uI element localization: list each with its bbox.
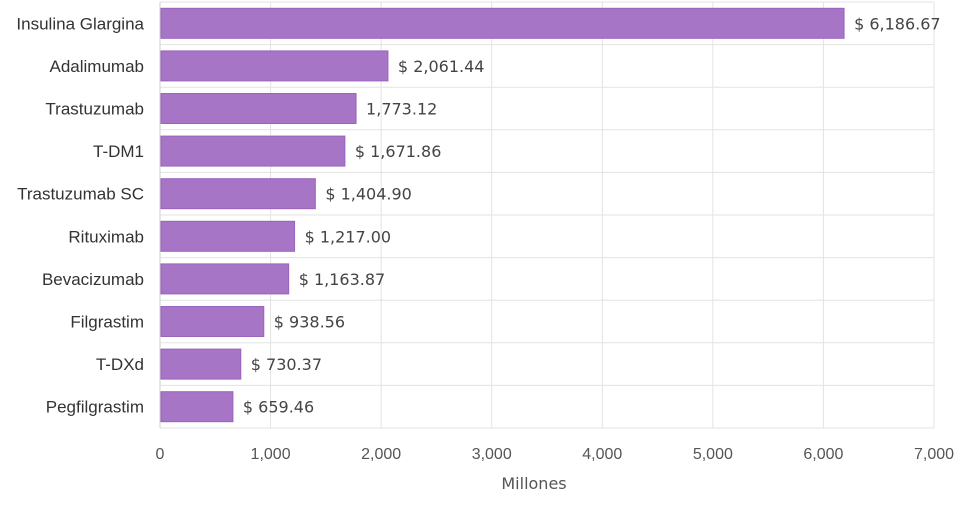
bar <box>161 51 388 81</box>
x-axis-title: Millones <box>501 474 566 493</box>
x-tick-label: 0 <box>156 446 165 463</box>
x-tick-label: 4,000 <box>582 446 622 463</box>
bar-value-label: $ 1,163.87 <box>299 270 386 289</box>
bar-value-label: $ 2,061.44 <box>398 57 485 76</box>
bar <box>161 8 844 38</box>
category-label: Insulina Glargina <box>16 14 144 33</box>
bar-value-label: 1,773.12 <box>366 100 437 119</box>
bar-value-label: $ 1,671.86 <box>355 142 442 161</box>
category-label: Bevacizumab <box>42 270 144 289</box>
category-label: Filgrastim <box>70 313 144 332</box>
bar <box>161 221 295 251</box>
category-label: Trastuzumab SC <box>17 185 144 204</box>
bar <box>161 264 289 294</box>
bar-value-label: $ 730.37 <box>251 355 322 374</box>
bar <box>161 392 233 422</box>
x-tick-label: 3,000 <box>472 446 512 463</box>
bar-value-label: $ 659.46 <box>243 398 314 417</box>
x-tick-label: 7,000 <box>914 446 954 463</box>
category-label: T-DM1 <box>93 142 144 161</box>
x-tick-label: 2,000 <box>361 446 401 463</box>
bar <box>161 349 241 379</box>
x-tick-label: 5,000 <box>693 446 733 463</box>
x-tick-label: 6,000 <box>803 446 843 463</box>
bar-value-label: $ 1,217.00 <box>305 227 392 246</box>
category-label: Adalimumab <box>50 57 145 76</box>
category-label: Pegfilgrastim <box>46 398 144 417</box>
category-label: T-DXd <box>96 355 144 374</box>
category-label: Rituximab <box>68 227 144 246</box>
bar-value-label: $ 6,186.67 <box>854 14 941 33</box>
bar-value-label: $ 938.56 <box>274 313 345 332</box>
category-label: Trastuzumab <box>45 100 144 119</box>
x-tick-label: 1,000 <box>251 446 291 463</box>
bar <box>161 307 264 337</box>
bar-value-label: $ 1,404.90 <box>325 185 412 204</box>
labels: 0 1,000 2,000 3,000 4,000 5,000 6,000 7,000 Insu… <box>16 14 954 463</box>
bar <box>161 136 345 166</box>
bar <box>161 179 315 209</box>
bar <box>161 94 356 124</box>
